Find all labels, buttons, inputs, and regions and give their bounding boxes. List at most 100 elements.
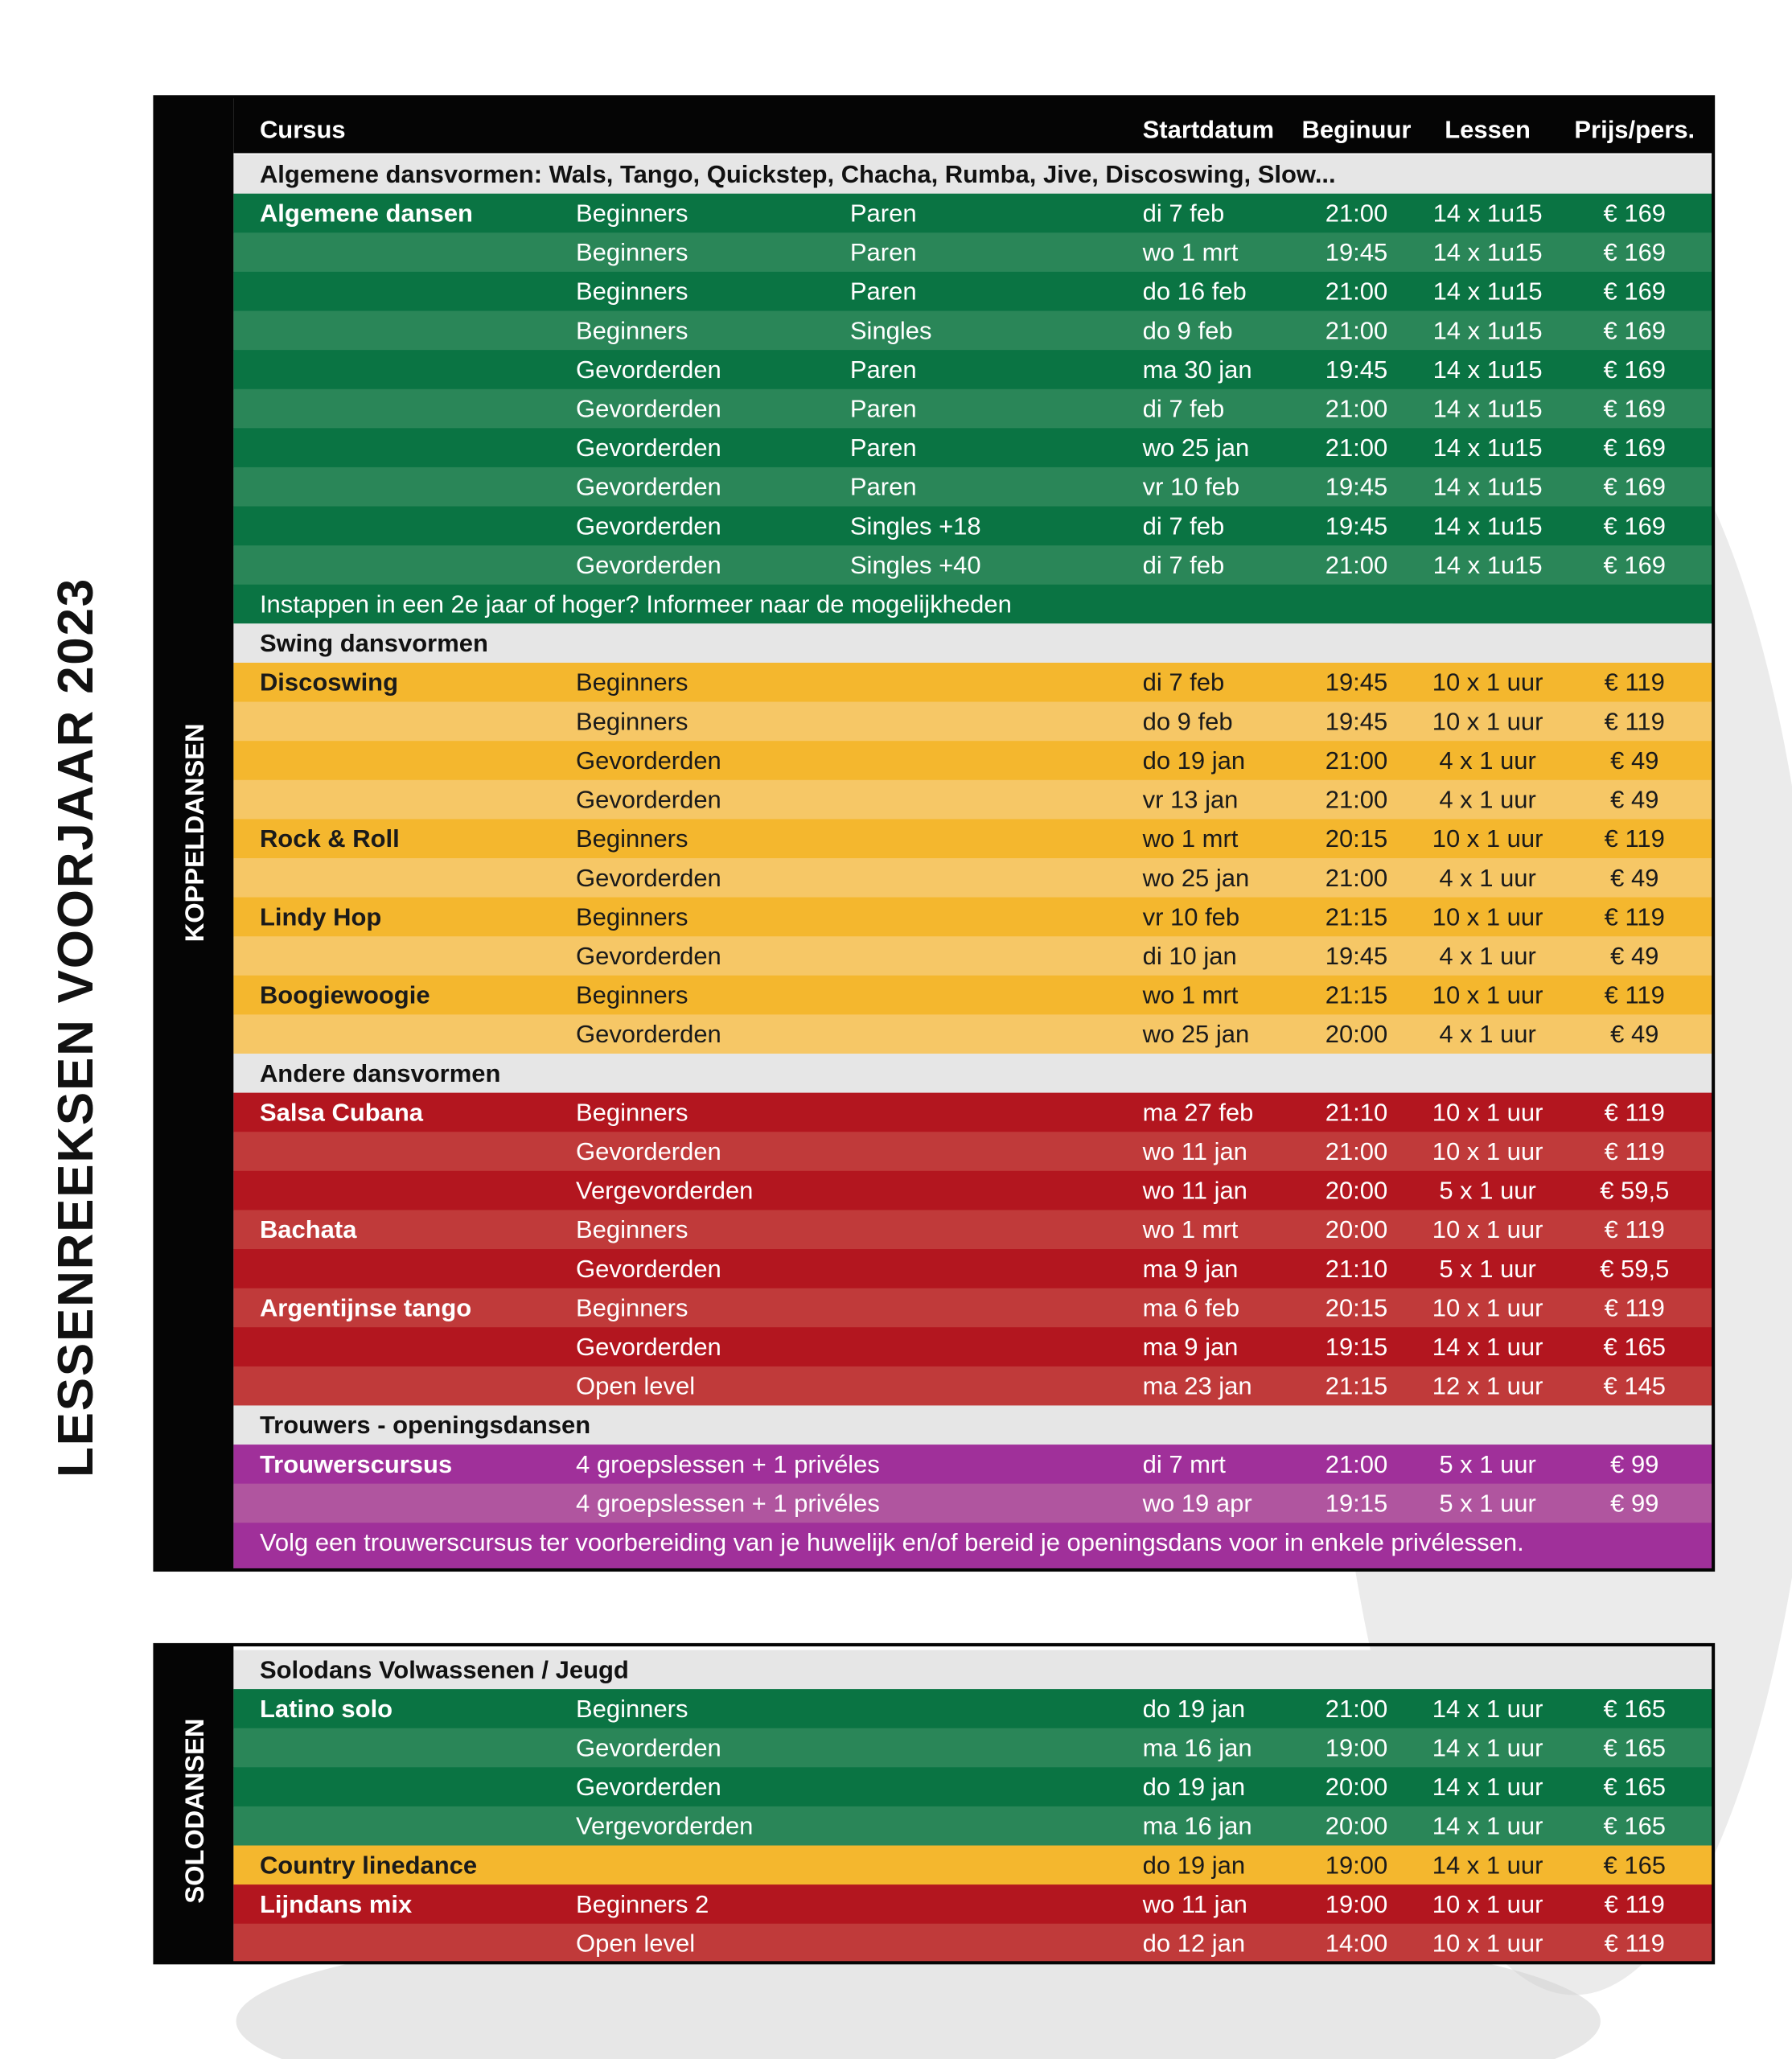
cell-price: € 165 [1604, 1733, 1667, 1761]
course-row [233, 1014, 1715, 1054]
cell-price: € 119 [1605, 824, 1665, 853]
course-row [233, 1327, 1715, 1367]
cell-time: 21:00 [1326, 277, 1388, 306]
cell-lessons: 14 x 1u15 [1433, 434, 1543, 462]
course-row [233, 936, 1715, 976]
course-row [233, 545, 1715, 586]
cell-date: wo 19 apr [1142, 1489, 1252, 1517]
cell-date: vr 10 feb [1143, 902, 1240, 931]
cell-time: 21:00 [1326, 316, 1388, 344]
cell-date: wo 1 mrt [1142, 981, 1239, 1009]
cell-price: € 169 [1604, 277, 1667, 306]
cell-level: Beginners [576, 668, 688, 697]
cell-name: Lindy Hop [260, 902, 381, 931]
cell-date: di 10 jan [1143, 942, 1237, 970]
cell-price: € 49 [1610, 942, 1658, 970]
cell-time: 20:15 [1326, 1293, 1388, 1321]
cell-date: do 19 jan [1143, 746, 1245, 775]
course-row [233, 1923, 1715, 1964]
section-heading: Andere dansvormen [260, 1059, 500, 1087]
cell-lessons: 14 x 1u15 [1433, 355, 1543, 384]
column-header: Cursus [260, 116, 346, 144]
cell-level: Gevorderden [576, 864, 721, 892]
cell-date: wo 1 mrt [1142, 238, 1239, 266]
cell-time: 21:00 [1326, 864, 1388, 892]
course-row [233, 1806, 1715, 1847]
course-row [233, 1132, 1715, 1172]
cell-name: Algemene dansen [260, 199, 473, 228]
cell-name: Country linedance [260, 1851, 477, 1879]
cell-lessons: 4 x 1 uur [1439, 746, 1536, 775]
cell-lessons: 4 x 1 uur [1439, 864, 1536, 892]
cell-time: 19:45 [1326, 238, 1388, 266]
cell-time: 19:45 [1326, 668, 1388, 697]
course-row [233, 1845, 1715, 1885]
cell-level: Beginners [576, 277, 688, 306]
cell-price: € 49 [1610, 746, 1658, 775]
course-row [233, 1483, 1715, 1524]
cell-lessons: 14 x 1 uur [1432, 1695, 1543, 1723]
cell-level: Gevorderden [576, 551, 721, 579]
cell-date: wo 11 jan [1142, 1137, 1247, 1165]
cell-lessons: 10 x 1 uur [1432, 1215, 1543, 1243]
cell-level: Vergevorderden [576, 1812, 753, 1840]
course-row [233, 1210, 1715, 1250]
cell-lessons: 10 x 1 uur [1432, 1098, 1543, 1126]
cell-level: Gevorderden [576, 942, 721, 970]
cell-time: 19:00 [1326, 1890, 1388, 1918]
cell-date: wo 1 mrt [1142, 824, 1239, 853]
cell-price: € 169 [1604, 434, 1667, 462]
cell-price: € 165 [1604, 1851, 1667, 1879]
cell-date: vr 13 jan [1143, 786, 1239, 814]
cell-date: ma 16 jan [1143, 1733, 1252, 1761]
section-heading: Swing dansvormen [260, 629, 488, 657]
cell-price: € 119 [1605, 902, 1665, 931]
cell-lessons: 10 x 1 uur [1432, 824, 1543, 853]
cell-lessons: 4 x 1 uur [1439, 942, 1536, 970]
course-row [233, 1445, 1715, 1485]
cell-lessons: 10 x 1 uur [1432, 902, 1543, 931]
cell-time: 19:15 [1326, 1489, 1388, 1517]
course-row [233, 350, 1715, 390]
course-row [233, 819, 1715, 859]
course-row [233, 701, 1715, 742]
cell-lessons: 4 x 1 uur [1439, 1020, 1536, 1048]
section-heading: Trouwers - openingsdansen [260, 1411, 590, 1439]
cell-time: 21:00 [1326, 1695, 1388, 1723]
cell-type: Singles [850, 316, 932, 344]
cell-time: 21:00 [1326, 786, 1388, 814]
course-row [233, 857, 1715, 898]
cell-level: Beginners [576, 1695, 688, 1723]
cell-date: do 19 jan [1143, 1851, 1245, 1879]
cell-price: € 49 [1610, 864, 1658, 892]
cell-level: Beginners [576, 1293, 688, 1321]
course-row [233, 1249, 1715, 1289]
cell-lessons: 14 x 1u15 [1433, 395, 1543, 423]
cell-type: Singles +40 [850, 551, 981, 579]
course-row [233, 193, 1715, 234]
section-heading-row [233, 1054, 1715, 1093]
cell-type: Singles +18 [850, 512, 981, 540]
cell-lessons: 4 x 1 uur [1439, 786, 1536, 814]
cell-date: ma 27 feb [1143, 1098, 1254, 1126]
course-row [233, 662, 1715, 703]
cell-level: Gevorderden [576, 1137, 721, 1165]
cell-name: Salsa Cubana [260, 1098, 424, 1126]
cell-lessons: 12 x 1 uur [1432, 1372, 1543, 1400]
cell-name: Rock & Roll [260, 824, 400, 853]
cell-level: Gevorderden [576, 473, 721, 501]
cell-type: Paren [850, 434, 917, 462]
cell-time: 21:15 [1326, 1372, 1388, 1400]
cell-price: € 169 [1604, 238, 1667, 266]
cell-lessons: 14 x 1 uur [1432, 1773, 1543, 1801]
page-title: LESSENREEKSEN VOORJAAR 2023 [48, 579, 104, 1477]
cell-lessons: 10 x 1 uur [1432, 981, 1543, 1009]
cell-lessons: 14 x 1u15 [1433, 238, 1543, 266]
cell-date: ma 9 jan [1143, 1333, 1239, 1361]
cell-time: 21:00 [1326, 434, 1388, 462]
column-header: Prijs/pers. [1574, 116, 1695, 144]
cell-level: Gevorderden [576, 512, 721, 540]
course-row [233, 310, 1715, 351]
course-row [233, 975, 1715, 1016]
